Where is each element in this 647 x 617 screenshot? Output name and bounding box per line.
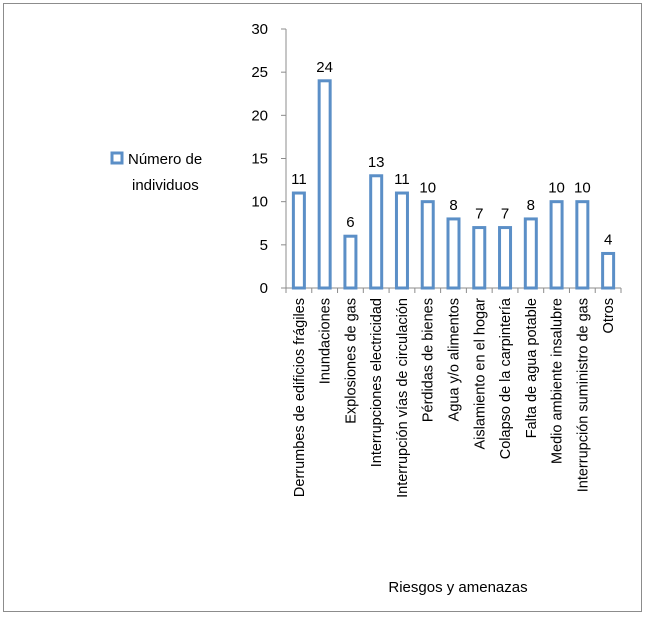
x-category-label: Medio ambiente insalubre: [550, 298, 566, 464]
data-label: 6: [346, 214, 354, 231]
x-category-label: Colapso de la carpintería: [498, 297, 514, 459]
x-category-label: Pérdidas de bienes: [421, 298, 437, 422]
bar: [369, 174, 384, 290]
chart-frame: [3, 3, 642, 612]
y-tick-label: 20: [251, 107, 268, 124]
bar: [291, 191, 306, 290]
data-label: 8: [449, 197, 457, 214]
data-label: 11: [394, 171, 410, 188]
legend-swatch: [110, 151, 124, 165]
x-category-label: Interrupciones electricidad: [369, 298, 385, 467]
x-category-label: Falta de agua potable: [524, 298, 540, 438]
bar: [317, 79, 332, 290]
y-tick-label: 5: [260, 237, 268, 254]
x-category-label: Inundaciones: [318, 298, 334, 384]
data-labels: 11 24 6 13 11 10 8 7 7 8 10 10 4: [291, 59, 612, 249]
data-label: 13: [368, 154, 385, 171]
x-category-label: Derrumbes de edificios frágiles: [292, 298, 308, 497]
data-label: 10: [548, 180, 565, 197]
data-label: 10: [574, 180, 591, 197]
x-category-label: Aislamiento en el hogar: [472, 298, 488, 450]
data-label: 7: [475, 206, 483, 223]
bar: [472, 226, 487, 290]
bar: [523, 217, 538, 290]
x-category-label: Explosiones de gas: [343, 298, 359, 424]
x-axis-title: Riesgos y amenazas: [388, 579, 527, 596]
y-tick-label: 0: [260, 280, 268, 297]
bar: [343, 234, 358, 290]
data-label: 7: [501, 206, 509, 223]
bar: [394, 191, 409, 290]
bar: [575, 200, 590, 290]
data-label: 10: [419, 180, 436, 197]
bar: [549, 200, 564, 290]
bars: [291, 79, 616, 290]
data-label: 11: [291, 171, 307, 188]
data-label: 4: [604, 231, 612, 248]
y-tick-label: 15: [251, 151, 268, 168]
y-tick-label: 25: [251, 64, 268, 81]
bar: [446, 217, 461, 290]
legend-label: individuos: [132, 177, 199, 194]
bar: [420, 200, 435, 290]
bar: [498, 226, 513, 290]
x-category-label: Interrupción suministro de gas: [575, 298, 591, 492]
y-tick-label: 10: [251, 194, 268, 211]
legend-label: Número de: [128, 151, 202, 168]
data-label: 8: [527, 197, 535, 214]
x-category-label: Interrupción vías de circulación: [395, 298, 411, 498]
x-category-label: Agua y/o alimentos: [447, 298, 463, 421]
y-axis: 0 5 10 15 20 25 30: [251, 21, 287, 297]
data-label: 24: [316, 59, 333, 76]
x-category-label: Otros: [601, 298, 617, 333]
category-labels: Derrumbes de edificios frágiles Inundacio…: [292, 297, 617, 498]
bar: [601, 251, 616, 290]
legend: Número de individuos: [110, 151, 202, 194]
y-tick-label: 30: [251, 21, 268, 38]
